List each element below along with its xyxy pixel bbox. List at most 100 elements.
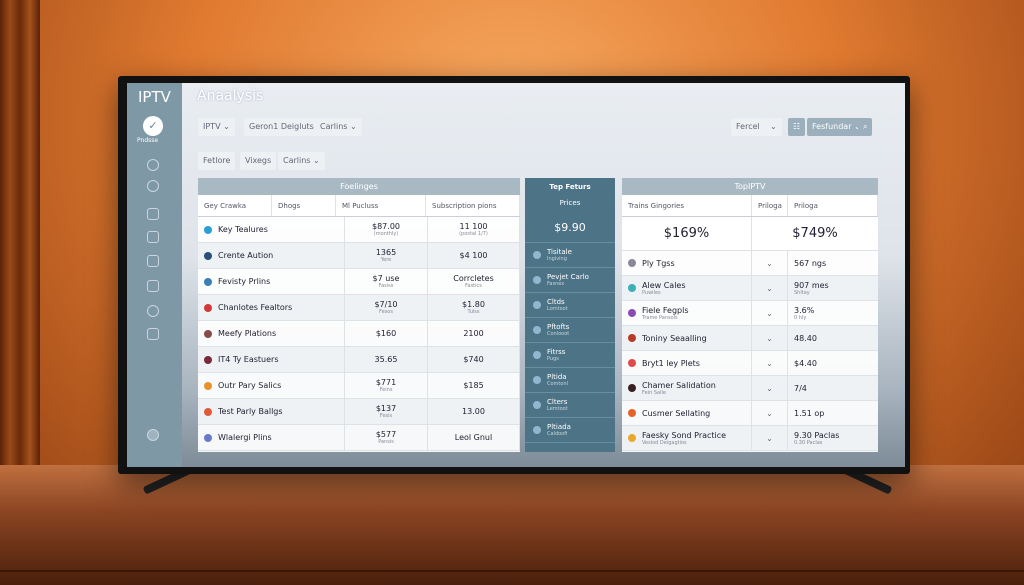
table-header: Foelinges (198, 178, 520, 195)
tab-carlins[interactable]: Carlins ⌄ (278, 152, 325, 170)
calendar-icon[interactable] (147, 231, 159, 243)
category-icon (628, 359, 636, 367)
value-note: Shltay (794, 289, 810, 296)
chevron-down-icon[interactable]: ⌄ (765, 118, 782, 136)
cart-icon[interactable] (147, 280, 159, 292)
category-cell: Toniny Seaalling (622, 326, 752, 350)
column-header[interactable]: Priloga (752, 195, 788, 216)
panel-item[interactable]: Fitrss Pugs (525, 343, 615, 368)
chevron-down-icon[interactable]: ⌄ (752, 401, 788, 425)
value-cell: 3.6% 0 hly (788, 301, 878, 325)
panel-item[interactable]: Clters Lemtoot (525, 393, 615, 418)
panel-item[interactable]: Pftofts Conlooot (525, 318, 615, 343)
select-dropdown[interactable]: Fercel (731, 118, 765, 136)
table-row[interactable]: Cusmer Sellating ⌄ 1.51 op (622, 401, 878, 426)
panel-item-text: Pftofts Conlooot (547, 323, 569, 337)
table-row[interactable]: Fevisty Prlins $7 use Fasiss Corrcletes Fast… (198, 269, 520, 295)
panel-item-title: Pltida (547, 373, 567, 381)
feature-name: Wlalergi Plins (218, 433, 272, 442)
tab-videos[interactable]: Vixegs (240, 152, 277, 170)
value-cell: $7/10 Fesos (345, 295, 428, 320)
panel-item[interactable]: Pltida Comtonl (525, 368, 615, 393)
category-name: Alew Cales (642, 280, 686, 290)
chevron-down-icon[interactable]: ⌄ (752, 426, 788, 450)
category-icon (628, 384, 636, 392)
value: 7/4 (794, 383, 807, 393)
table-row[interactable]: Faesky Sond Practice Vesiod Deigagtios ⌄ 9.… (622, 426, 878, 451)
value-cell: $4 100 (428, 243, 520, 268)
value-cell: $740 (428, 347, 520, 372)
panel-item[interactable]: Cltds Lomtoot (525, 293, 615, 318)
clock-icon[interactable] (147, 159, 159, 171)
filter-carlins[interactable]: Carlins ⌄ (315, 118, 362, 136)
value-note: 0.30 Paclas (794, 439, 823, 446)
column-header[interactable]: Priloga (788, 195, 878, 216)
panel-item-sub: Lomtoot (547, 306, 568, 312)
table-row[interactable]: Ply Tgss ⌄ 567 ngs (622, 251, 878, 276)
column-header[interactable]: Gey Crawka (198, 195, 272, 216)
filter-general[interactable]: Geron1 Deigluts (244, 118, 319, 136)
panel-item[interactable]: Tisitale Ingiving (525, 243, 615, 268)
feature-cell: Test Parly Ballgs (198, 399, 345, 424)
table-row[interactable]: Wlalergi Plins $577 Pansis Leol Gnul (198, 425, 520, 451)
table-row[interactable]: Crente Aution 1365 Yere $4 100 (198, 243, 520, 269)
table-row[interactable]: Chamer Salidation Fein Salle ⌄ 7/4 (622, 376, 878, 401)
category-cell: Chamer Salidation Fein Salle (622, 376, 752, 400)
chevron-down-icon[interactable]: ⌄ (752, 326, 788, 350)
value-cell: $7 use Fasiss (345, 269, 428, 294)
table-row[interactable]: Fiele Fegpls Trame Pansols ⌄ 3.6% 0 hly (622, 301, 878, 326)
info-icon[interactable] (147, 305, 159, 317)
value: 2100 (463, 329, 484, 338)
table-row[interactable]: Toniny Seaalling ⌄ 48.40 (622, 326, 878, 351)
grid-icon[interactable]: ☷ (788, 118, 806, 136)
column-header[interactable]: Trains Gingories (622, 195, 752, 216)
check-icon[interactable]: ✓ (143, 116, 163, 136)
category-icon (628, 409, 636, 417)
value-cell: $87.00 (monthly) (345, 217, 428, 242)
face-icon[interactable] (147, 180, 159, 192)
table-row[interactable]: Meefy Plations $160 2100 (198, 321, 520, 347)
feature-name: Key Tealures (218, 225, 268, 234)
panel-item-sub: Ingiving (547, 256, 567, 262)
table-row[interactable]: Key Tealures $87.00 (monthly) 11 100 (postal… (198, 217, 520, 243)
category-name: Chamer Salidation (642, 380, 716, 390)
value-cell: $577 Pansis (345, 425, 428, 450)
feature-icon (204, 225, 212, 234)
edit-icon[interactable] (147, 328, 159, 340)
table-row[interactable]: Bryt1 ley Plets ⌄ $4.40 (622, 351, 878, 376)
table-row[interactable]: Chanlotes Fealtors $7/10 Fesos $1.80 Tulss (198, 295, 520, 321)
tab-features[interactable]: Fetlore (198, 152, 236, 170)
filter-iptv[interactable]: IPTV ⌄ (198, 118, 235, 136)
value: $185 (463, 381, 484, 390)
panel-item[interactable]: Pltiada Caldoofi (525, 418, 615, 443)
circle-icon (533, 326, 541, 334)
panel-item[interactable]: Pevjet Carlo Fasnex (525, 268, 615, 293)
chevron-down-icon[interactable]: ⌄ (752, 376, 788, 400)
more-icon[interactable] (147, 429, 159, 441)
monitor-icon[interactable] (147, 208, 159, 220)
panel-item-sub: Conlooot (547, 331, 570, 337)
chevron-down-icon[interactable]: ⌄ (752, 251, 788, 275)
feature-name: Chanlotes Fealtors (218, 303, 293, 312)
column-header[interactable]: Ml Pucluss (336, 195, 426, 216)
table-row[interactable]: Alew Cales Puwiles ⌄ 907 mes Shltay (622, 276, 878, 301)
curtain (0, 0, 40, 470)
arrow-up-icon (533, 251, 541, 259)
table-row[interactable]: IT4 Ty Eastuers 35.65 $740 (198, 347, 520, 373)
value-cell: Leol Gnul (428, 425, 520, 450)
value-cell: 567 ngs (788, 251, 878, 275)
home-icon[interactable] (147, 255, 159, 267)
table-row[interactable]: Test Parly Ballgs $137 Fesis 13.00 (198, 399, 520, 425)
column-header[interactable]: Subscription pions (426, 195, 520, 216)
panel-item-sub: Lemtoot (547, 406, 568, 412)
category-cell: Alew Cales Puwiles (622, 276, 752, 300)
chevron-down-icon[interactable]: ⌄ (752, 351, 788, 375)
table-row[interactable]: Outr Pary Salics $771 Feins $185 (198, 373, 520, 399)
value-cell: 13.00 (428, 399, 520, 424)
column-header[interactable]: Dhogs (272, 195, 336, 216)
features-dropdown[interactable]: Fesfundar ⌄ (807, 118, 866, 136)
table-header: TopIPTV (622, 178, 878, 195)
chevron-down-icon[interactable]: ⌄ (752, 301, 788, 325)
search-icon[interactable]: ⌕ (858, 118, 873, 136)
chevron-down-icon[interactable]: ⌄ (752, 276, 788, 300)
